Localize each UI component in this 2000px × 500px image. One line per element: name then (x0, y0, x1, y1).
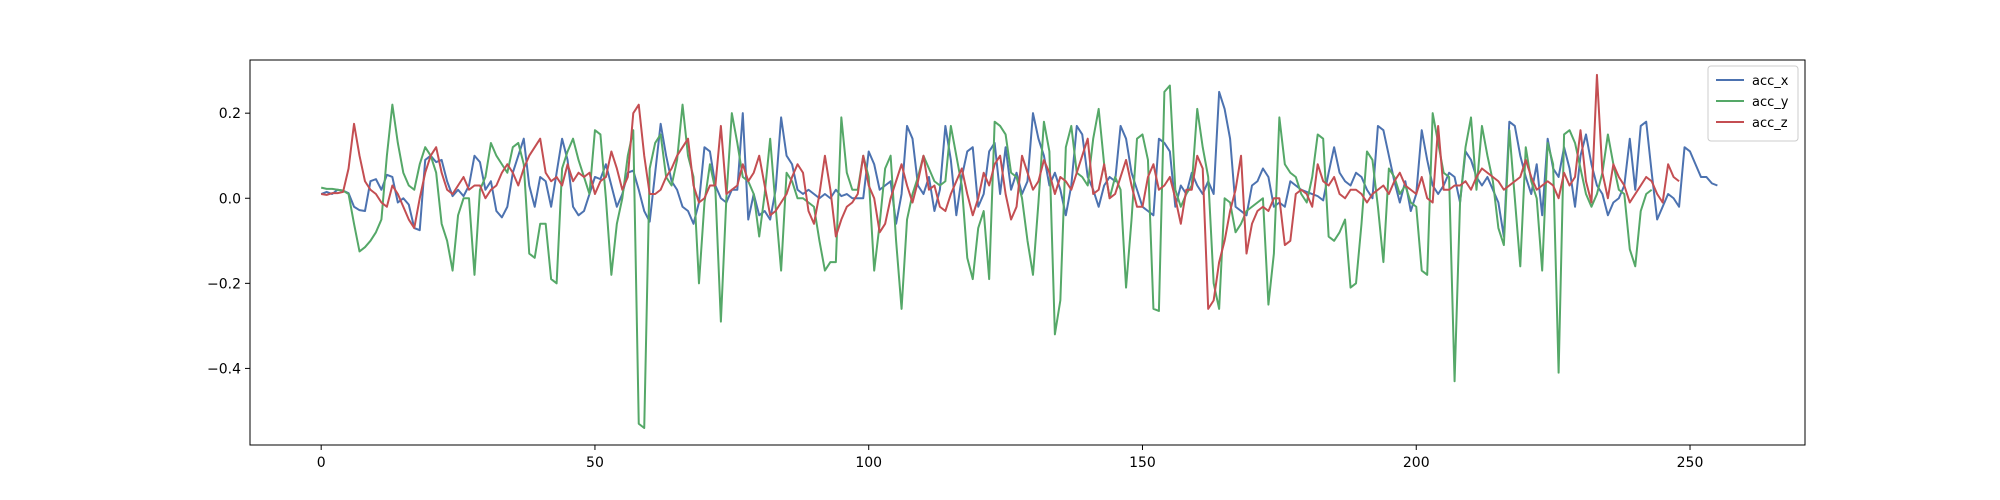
legend-label-acc-y: acc_y (1752, 95, 1789, 110)
x-axis: 0 50 100 150 200 250 (317, 445, 1704, 471)
x-tick-label: 200 (1403, 455, 1430, 471)
plot-area (320, 73, 1718, 429)
axes-frame (249, 59, 1806, 446)
legend: acc_x acc_y acc_z (1707, 65, 1799, 142)
y-tick-label: −0.4 (207, 361, 241, 377)
x-tick-label: 250 (1677, 455, 1704, 471)
x-tick-label: 0 (317, 455, 326, 471)
y-tick-label: −0.2 (207, 276, 241, 292)
legend-label-acc-x: acc_x (1752, 74, 1789, 89)
legend-label-acc-z: acc_z (1752, 116, 1788, 131)
x-tick-label: 50 (586, 455, 604, 471)
x-tick-label: 150 (1129, 455, 1156, 471)
x-tick-label: 100 (855, 455, 882, 471)
y-axis: 0.2 0.0 −0.2 −0.4 (207, 106, 250, 377)
series-line-acc-y (320, 84, 1653, 429)
series-line-acc-z (321, 73, 1680, 310)
y-tick-label: 0.2 (219, 106, 241, 122)
y-tick-label: 0.0 (219, 191, 241, 207)
